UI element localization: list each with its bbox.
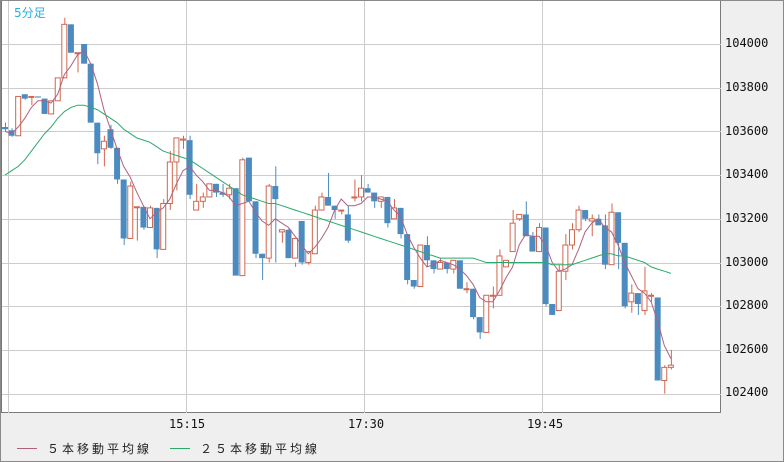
candlestick-chart (1, 1, 721, 413)
x-tick-label: 19:45 (527, 417, 564, 431)
y-tick-label: 102400 (725, 385, 769, 399)
x-tick-label: 17:30 (348, 417, 385, 431)
y-tick-label: 104000 (725, 36, 769, 50)
ma25-line-swatch-icon (170, 448, 191, 449)
legend-item-ma25: ２５本移動平均線 (170, 440, 320, 457)
y-tick-label: 103200 (725, 211, 769, 225)
legend-label: ２５本移動平均線 (200, 442, 321, 456)
y-tick-label: 103000 (725, 255, 769, 269)
legend-item-ma5: ５本移動平均線 (17, 440, 152, 457)
y-tick-label: 103400 (725, 167, 769, 181)
left-border (1, 1, 2, 413)
legend-label: ５本移動平均線 (47, 442, 153, 456)
y-tick-label: 103800 (725, 80, 769, 94)
x-tick-label: 15:15 (169, 417, 206, 431)
y-tick-label: 102800 (725, 298, 769, 312)
ma5-line-swatch-icon (17, 448, 37, 449)
legend: ５本移動平均線 ２５本移動平均線 (17, 440, 338, 457)
y-tick-label: 102600 (725, 342, 769, 356)
y-tick-label: 103600 (725, 124, 769, 138)
plot-area[interactable]: 5分足 (1, 1, 721, 413)
timeframe-label: 5分足 (14, 6, 46, 20)
